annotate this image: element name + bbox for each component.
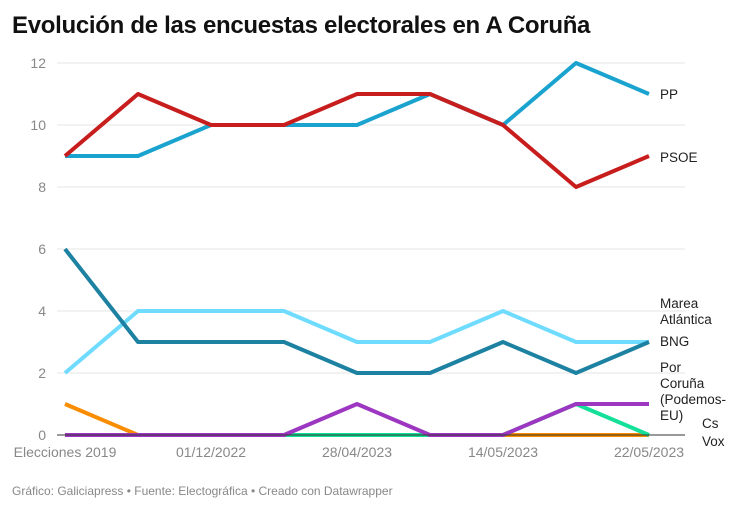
x-tick-label: 22/05/2023 <box>614 444 684 460</box>
y-tick-label: 10 <box>30 117 46 133</box>
series-line-pp <box>65 61 650 158</box>
series-label: Cs <box>702 416 719 431</box>
x-tick-label: Elecciones 2019 <box>14 444 117 460</box>
series-line-por-coru-a-podemos-eu- <box>65 402 649 437</box>
chart-footer: Gráfico: Galiciapress • Fuente: Electogr… <box>12 484 393 498</box>
y-tick-label: 0 <box>38 427 46 443</box>
y-tick-label: 4 <box>38 303 46 319</box>
series-label: PSOE <box>660 150 698 165</box>
x-tick-label: 14/05/2023 <box>468 444 538 460</box>
y-tick-label: 2 <box>38 365 46 381</box>
line-chart: 0 2 4 6 8 10 12 Elecciones 2019 01/12/2022 28/04/… <box>14 55 726 460</box>
series-label: BNG <box>660 334 689 349</box>
y-tick-label: 8 <box>38 179 46 195</box>
series-line-psoe <box>63 92 650 189</box>
x-tick-label: 28/04/2023 <box>322 444 392 460</box>
series-line-bng <box>63 247 650 375</box>
series-label: Por Coruña (Podemos-EU) <box>660 360 726 423</box>
series-line-marea-atl-ntica <box>63 309 649 375</box>
y-tick-label: 6 <box>38 241 46 257</box>
series-label: Vox <box>702 434 725 449</box>
series-label: Marea Atlántica <box>660 296 712 327</box>
series-label: PP <box>660 87 678 102</box>
chart-title: Evolución de las encuestas electorales e… <box>12 12 591 39</box>
y-tick-label: 12 <box>30 55 46 71</box>
x-tick-label: 01/12/2022 <box>176 444 246 460</box>
